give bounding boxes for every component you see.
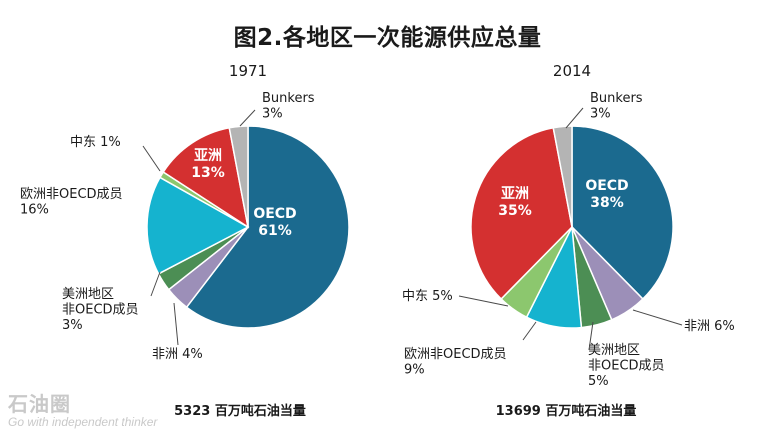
slice-label: 美洲地区非OECD成员 5% xyxy=(588,343,665,389)
pie-slice xyxy=(470,126,573,301)
watermark-logo: 石油圈 xyxy=(8,394,71,416)
leader-line xyxy=(458,295,509,307)
pie-slice xyxy=(185,125,350,329)
pie-chart-2014 xyxy=(458,107,683,351)
pie-year-title: 1971 xyxy=(229,62,267,80)
leader-line xyxy=(239,109,256,127)
slice-label: Bunkers 3% xyxy=(590,91,643,122)
pie-slice xyxy=(162,126,250,229)
pie-slice xyxy=(228,125,249,228)
pie-total-label: 5323 百万吨石油当量 xyxy=(174,403,306,419)
leader-line xyxy=(142,145,161,172)
pie-year-title: 2014 xyxy=(553,62,591,80)
slice-label-inside: 亚洲 35% xyxy=(498,186,532,219)
pie-total-label: 13699 百万吨石油当量 xyxy=(496,403,637,419)
leader-line xyxy=(522,321,537,341)
slice-label: 非洲 6% xyxy=(684,319,735,334)
slice-label: 美洲地区非OECD成员 3% xyxy=(62,287,139,333)
pie-slice xyxy=(146,176,250,275)
slice-label: 欧洲非OECD成员 9% xyxy=(404,347,507,378)
leader-line xyxy=(565,107,584,129)
pie-chart-1971 xyxy=(142,109,350,346)
slice-label-inside: OECD 61% xyxy=(253,206,296,239)
slice-label: 中东 5% xyxy=(402,289,453,304)
watermark: 石油圈 Go with independent thinker xyxy=(8,388,157,429)
slice-label-inside: OECD 38% xyxy=(585,178,628,211)
slice-label: 非洲 4% xyxy=(152,347,203,362)
watermark-tagline: Go with independent thinker xyxy=(8,415,158,429)
slice-label: 中东 1% xyxy=(70,135,121,150)
pie-slice xyxy=(571,125,674,301)
leader-line xyxy=(150,271,161,297)
slice-label: Bunkers 3% xyxy=(262,91,315,122)
slice-label-inside: 亚洲 13% xyxy=(191,148,225,181)
leader-line xyxy=(173,302,179,346)
chart-title: 图2.各地区一次能源供应总量 xyxy=(233,25,542,51)
slice-label: 欧洲非OECD成员 16% xyxy=(20,187,123,218)
pie-slice xyxy=(552,125,573,228)
leader-line xyxy=(632,309,683,326)
leader-line xyxy=(588,321,594,351)
